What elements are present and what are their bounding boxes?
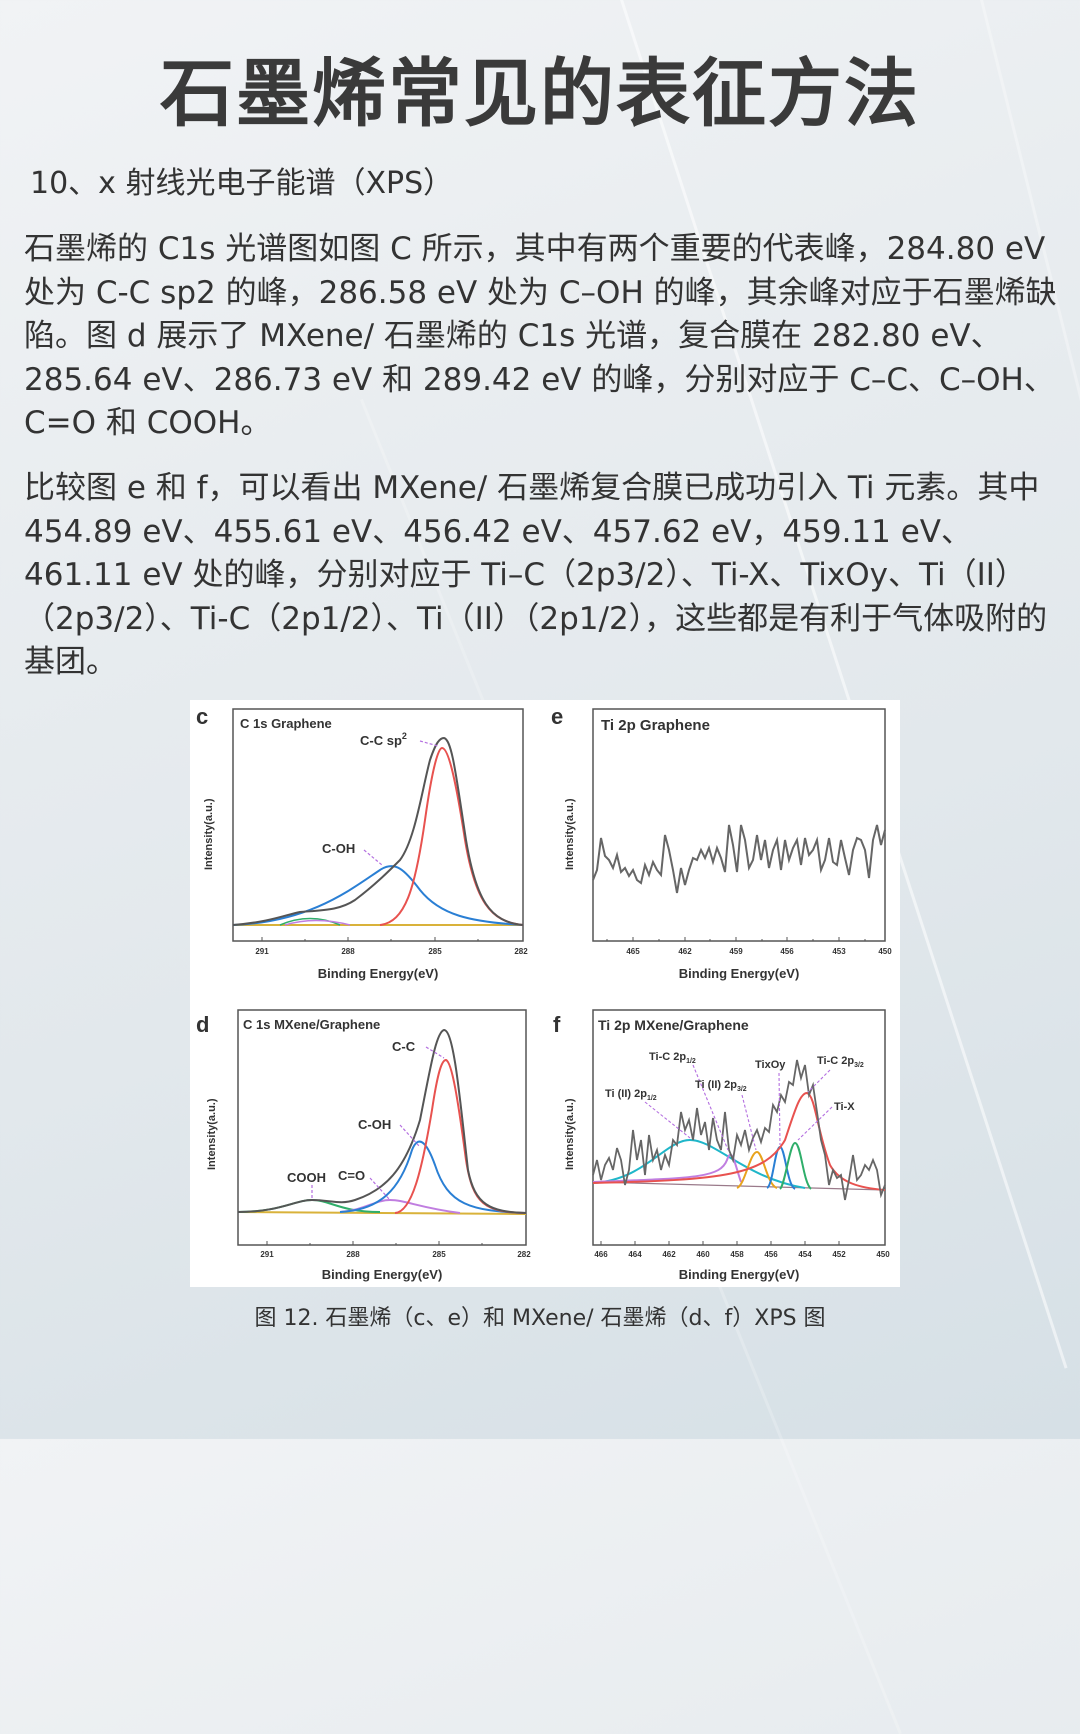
x-tick: 465 xyxy=(626,947,640,956)
annotation-cooh: COOH xyxy=(287,1170,326,1185)
figure-caption: 图 12. 石墨烯（c、e）和 MXene/ 石墨烯（d、f）XPS 图 xyxy=(254,1306,826,1331)
panel-title: Ti 2p Graphene xyxy=(601,717,710,734)
panel-title: C 1s Graphene xyxy=(240,716,332,731)
x-tick: 450 xyxy=(878,947,892,956)
x-tick: 466 xyxy=(594,1250,608,1259)
annotation-c-oh: C-OH xyxy=(358,1117,391,1132)
annotation-tixoy: TixOy xyxy=(755,1059,786,1071)
panel-e-ti2p-graphene: e Ti 2p Graphene Intensity(a.u.) 465 462… xyxy=(545,700,900,993)
paragraph-c1s: 石墨烯的 C1s 光谱图如图 C 所示，其中有两个重要的代表峰，284.80 e… xyxy=(24,231,1057,441)
y-axis-label: Intensity(a.u.) xyxy=(564,1098,576,1170)
panel-title: Ti 2p MXene/Graphene xyxy=(598,1017,749,1033)
annotation-ti-ii-2p32: Ti (II) 2p3/2 xyxy=(695,1079,747,1093)
x-tick: 456 xyxy=(780,947,794,956)
x-tick: 285 xyxy=(432,1250,446,1259)
x-tick: 291 xyxy=(260,1250,274,1259)
annotation-ti-c-2p12: Ti-C 2p1/2 xyxy=(649,1051,696,1065)
x-tick: 456 xyxy=(764,1250,778,1259)
y-axis-label: Intensity(a.u.) xyxy=(203,798,215,870)
x-tick: 291 xyxy=(255,947,269,956)
annotation-cc-sp2: C-C sp2 xyxy=(360,731,407,748)
x-tick: 450 xyxy=(876,1250,890,1259)
panel-letter: f xyxy=(553,1012,561,1037)
y-axis-label: Intensity(a.u.) xyxy=(564,798,576,870)
x-tick: 288 xyxy=(341,947,355,956)
x-tick: 282 xyxy=(517,1250,531,1259)
panel-letter: c xyxy=(196,704,208,729)
annotation-ti-ii-2p12: Ti (II) 2p1/2 xyxy=(605,1088,657,1102)
x-tick: 464 xyxy=(628,1250,642,1259)
panel-c-c1s-graphene: c C 1s Graphene Intensity(a.u.) C-C sp2 … xyxy=(190,700,545,993)
xps-figure: c C 1s Graphene Intensity(a.u.) C-C sp2 … xyxy=(190,700,900,1287)
x-tick: 452 xyxy=(832,1250,846,1259)
x-tick: 459 xyxy=(729,947,743,956)
panel-letter: d xyxy=(196,1012,209,1037)
annotation-ti-x: Ti-X xyxy=(834,1101,855,1113)
paragraph-ti2p: 比较图 e 和 f，可以看出 MXene/ 石墨烯复合膜已成功引入 Ti 元素。… xyxy=(24,470,1048,680)
annotation-c-o: C=O xyxy=(338,1168,365,1183)
x-tick: 462 xyxy=(678,947,692,956)
panel-d-c1s-mxene-graphene: d C 1s MXene/Graphene Intensity(a.u.) C-… xyxy=(190,1000,545,1293)
background-streak xyxy=(980,0,1080,1397)
panel-f-ti2p-mxene-graphene: f Ti 2p MXene/Graphene Intensity(a.u.) T… xyxy=(545,1000,900,1293)
panel-letter: e xyxy=(551,704,563,729)
x-axis-label: Binding Energy(eV) xyxy=(322,1267,443,1282)
y-axis-label: Intensity(a.u.) xyxy=(206,1098,218,1170)
page-title: 石墨烯常见的表征方法 xyxy=(160,51,920,137)
panel-title: C 1s MXene/Graphene xyxy=(243,1017,380,1032)
x-tick: 454 xyxy=(798,1250,812,1259)
x-axis-label: Binding Energy(eV) xyxy=(679,1267,800,1282)
section-heading: 10、x 射线光电子能谱（XPS） xyxy=(30,166,454,201)
x-axis-label: Binding Energy(eV) xyxy=(318,966,439,981)
x-axis-label: Binding Energy(eV) xyxy=(679,966,800,981)
x-tick: 285 xyxy=(428,947,442,956)
annotation-c-c: C-C xyxy=(392,1039,416,1054)
x-tick: 460 xyxy=(696,1250,710,1259)
annotation-c-oh: C-OH xyxy=(322,841,355,856)
annotation-ti-c-2p32: Ti-C 2p3/2 xyxy=(817,1055,864,1069)
x-tick: 288 xyxy=(346,1250,360,1259)
x-tick: 462 xyxy=(662,1250,676,1259)
x-tick: 453 xyxy=(832,947,846,956)
x-tick: 458 xyxy=(730,1250,744,1259)
x-tick: 282 xyxy=(514,947,528,956)
